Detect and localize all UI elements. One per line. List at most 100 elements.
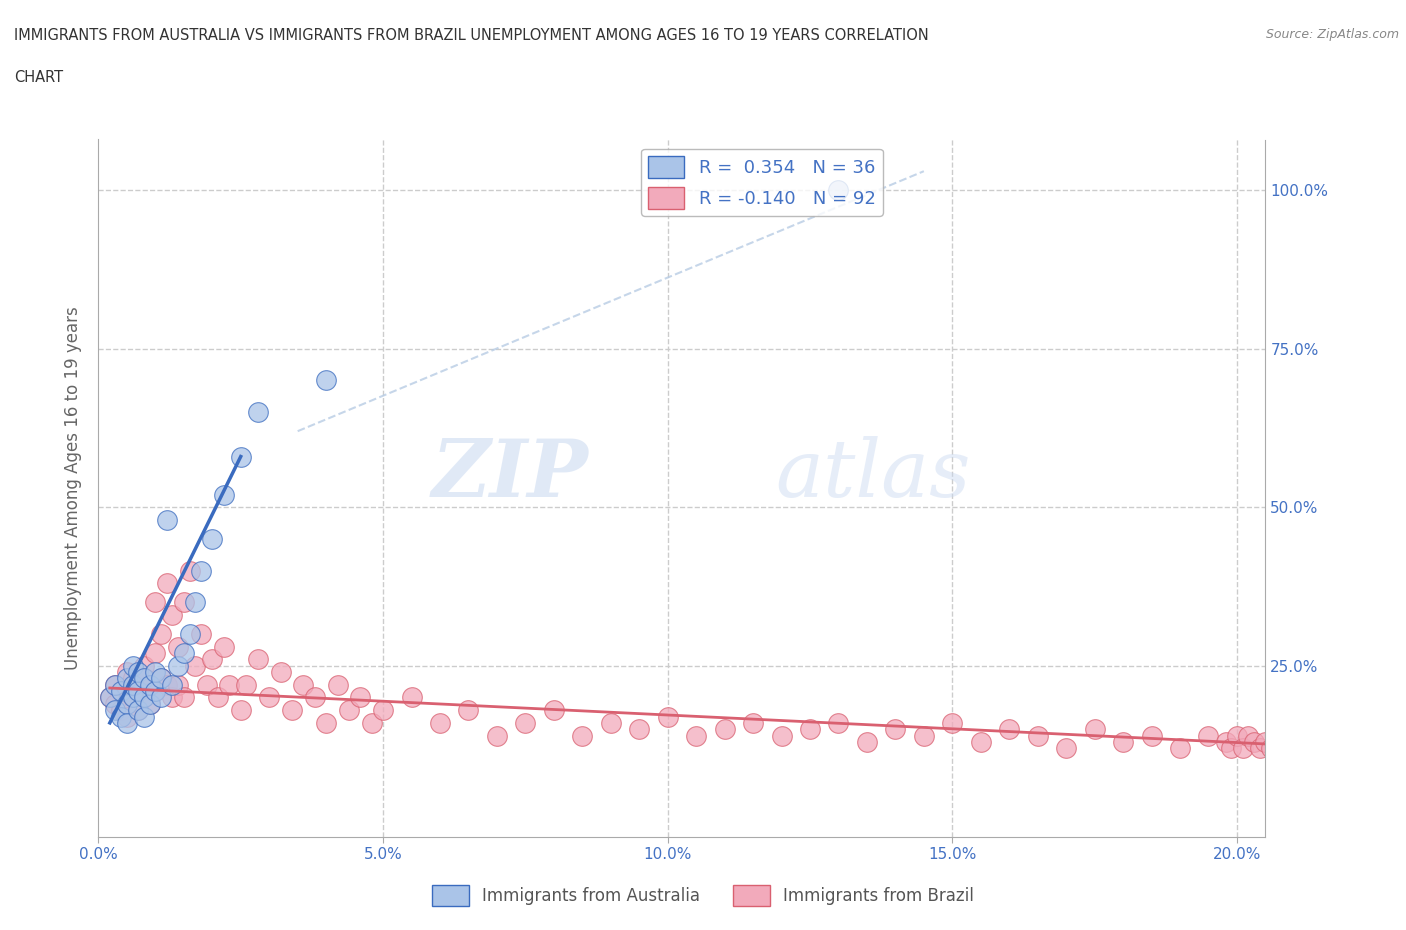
Point [515,715,537,730]
Point [218,677,240,692]
Point [184,658,207,673]
Point [143,665,166,680]
Point [115,684,138,698]
Point [184,595,207,610]
Point [770,728,793,743]
Point [190,627,212,642]
Point [162,690,184,705]
Point [599,715,621,730]
Point [127,703,149,718]
Point [1198,728,1220,743]
Point [304,690,326,705]
Point [628,722,651,737]
Text: atlas: atlas [775,435,970,513]
Point [162,607,184,622]
Point [1084,722,1107,737]
Point [884,722,907,737]
Point [799,722,821,737]
Point [1237,728,1260,743]
Point [685,728,707,743]
Point [132,709,155,724]
Point [121,658,143,673]
Point [349,690,371,705]
Point [326,677,349,692]
Point [115,709,138,724]
Point [212,487,235,502]
Point [127,703,149,718]
Point [543,703,565,718]
Point [571,728,593,743]
Point [179,627,201,642]
Point [143,595,166,610]
Point [110,684,132,698]
Point [912,728,935,743]
Point [150,671,173,686]
Point [121,690,143,705]
Point [229,449,252,464]
Point [201,652,224,667]
Point [190,564,212,578]
Point [121,677,143,692]
Point [742,715,765,730]
Point [138,697,160,711]
Point [162,677,184,692]
Point [138,697,160,711]
Point [150,627,173,642]
Point [167,658,190,673]
Point [246,405,269,419]
Point [104,677,127,692]
Point [941,715,963,730]
Point [132,658,155,673]
Point [104,703,127,718]
Text: ZIP: ZIP [432,435,589,513]
Point [229,703,252,718]
Point [970,735,993,750]
Text: Source: ZipAtlas.com: Source: ZipAtlas.com [1265,28,1399,41]
Point [827,183,849,198]
Point [127,677,149,692]
Text: CHART: CHART [14,70,63,85]
Point [127,665,149,680]
Point [998,722,1021,737]
Point [1215,735,1237,750]
Point [1220,741,1243,756]
Point [156,576,179,591]
Point [485,728,508,743]
Point [401,690,423,705]
Point [1254,735,1277,750]
Point [257,690,280,705]
Point [1271,735,1294,750]
Point [235,677,257,692]
Point [156,512,179,527]
Point [457,703,479,718]
Point [115,697,138,711]
Point [201,532,224,547]
Point [98,690,121,705]
Point [104,677,127,692]
Point [1232,741,1254,756]
Point [167,639,190,654]
Point [429,715,451,730]
Point [143,645,166,660]
Point [121,690,143,705]
Point [173,690,195,705]
Point [115,665,138,680]
Point [281,703,304,718]
Legend: R =  0.354   N = 36, R = -0.140   N = 92: R = 0.354 N = 36, R = -0.140 N = 92 [641,149,883,216]
Point [1168,741,1191,756]
Point [150,671,173,686]
Point [195,677,218,692]
Point [156,677,179,692]
Point [1249,741,1271,756]
Point [150,690,173,705]
Point [1054,741,1077,756]
Point [1243,735,1265,750]
Y-axis label: Unemployment Among Ages 16 to 19 years: Unemployment Among Ages 16 to 19 years [65,306,83,671]
Text: IMMIGRANTS FROM AUSTRALIA VS IMMIGRANTS FROM BRAZIL UNEMPLOYMENT AMONG AGES 16 T: IMMIGRANTS FROM AUSTRALIA VS IMMIGRANTS … [14,28,929,43]
Point [212,639,235,654]
Point [132,671,155,686]
Point [132,690,155,705]
Point [110,709,132,724]
Point [127,684,149,698]
Legend: Immigrants from Australia, Immigrants from Brazil: Immigrants from Australia, Immigrants fr… [425,879,981,912]
